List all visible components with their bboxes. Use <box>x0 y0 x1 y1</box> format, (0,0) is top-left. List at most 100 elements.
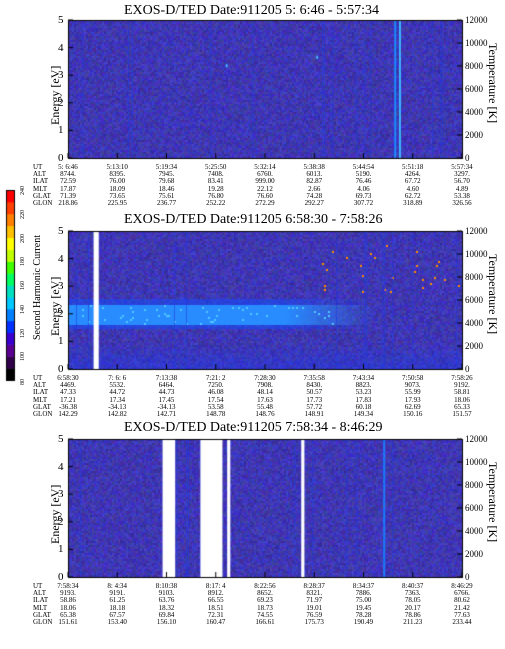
panel-title: EXOS-D/TED Date:911205 5: 6:46 - 5:57:34 <box>124 3 379 18</box>
table-cell: 142.71 <box>156 410 177 418</box>
table-cell: 67.57 <box>109 610 126 619</box>
table-cell: 318.89 <box>403 199 423 207</box>
table-cell: 156.10 <box>156 618 177 626</box>
table-cell: 190.49 <box>353 618 374 626</box>
table-cell: 17.34 <box>109 395 126 404</box>
table-cell: 74.55 <box>257 610 273 619</box>
table-cell: 76.46 <box>355 177 372 186</box>
table-cell: 55.48 <box>257 402 273 411</box>
table-cell: 18.51 <box>207 603 224 612</box>
table-cell: 82.87 <box>306 177 323 186</box>
table-cell: 7: 6: 6 <box>108 374 127 382</box>
table-cell: 17.54 <box>207 395 224 404</box>
table-cell: 79.68 <box>158 177 175 186</box>
table-cell: 142.29 <box>58 410 78 418</box>
table-cell: 7:43:34 <box>352 374 375 382</box>
table-cell: 83.41 <box>207 177 224 186</box>
table-cell: 17.87 <box>60 184 76 193</box>
table-cell: 18.46 <box>158 184 175 193</box>
right-y-tick-label: 6000 <box>465 84 483 94</box>
table-cell: 7908. <box>257 381 273 390</box>
table-cell: 55.99 <box>404 388 421 397</box>
y-tick-label: 4 <box>58 252 64 265</box>
y-tick-label: 3 <box>58 488 64 501</box>
table-cell: 7:13:38 <box>155 374 178 382</box>
y-tick-label: 1 <box>58 335 64 348</box>
right-y-tick-label: 0 <box>465 364 470 374</box>
y-axis-label: Energy [eV] <box>48 65 62 125</box>
table-cell: -36.38 <box>58 402 78 411</box>
table-cell: 17.93 <box>404 395 421 404</box>
table-cell: 2.66 <box>308 184 321 193</box>
table-cell: 5:51:18 <box>402 163 424 171</box>
table-cell: 7:21: 2 <box>205 374 226 382</box>
table-cell: 53.23 <box>355 388 372 397</box>
right-y-axis-label: Temperature [K] <box>486 43 500 124</box>
y-tick-label: 1 <box>58 543 64 556</box>
table-row-label: UT <box>33 163 43 171</box>
table-cell: 8912. <box>207 589 224 598</box>
table-cell: 75.61 <box>158 191 175 200</box>
table-cell: 56.70 <box>454 177 470 186</box>
table-cell: 151.57 <box>452 410 472 418</box>
table-cell: 5:32:14 <box>254 163 276 171</box>
table-cell: 233.44 <box>452 618 472 626</box>
table-cell: 78.28 <box>355 610 372 619</box>
table-cell: 57.72 <box>306 402 323 411</box>
table-cell: 60.18 <box>355 402 372 411</box>
table-row-label: ALT <box>33 381 46 390</box>
table-cell: 6766. <box>454 589 470 598</box>
table-cell: 53.58 <box>207 402 224 411</box>
table-row-label: GLAT <box>33 191 51 200</box>
table-cell: 65.38 <box>60 610 76 619</box>
table-cell: 18.09 <box>109 184 126 193</box>
table-cell: 272.29 <box>255 199 275 207</box>
table-cell: 9103. <box>158 589 175 598</box>
table-cell: 9073. <box>404 381 421 390</box>
colorbar-tick: 240 <box>20 186 26 195</box>
table-cell: 8:34:37 <box>352 582 375 590</box>
table-row-label: GLAT <box>33 402 51 411</box>
colorbar-tick: 180 <box>20 257 26 267</box>
table-cell: 5:25:50 <box>205 163 227 171</box>
table-cell: 326.56 <box>452 199 472 207</box>
colorbar-tick: 100 <box>20 352 26 362</box>
right-y-tick-label: 12000 <box>465 434 488 444</box>
table-cell: 7945. <box>158 170 175 179</box>
table-cell: 149.34 <box>353 410 374 418</box>
table-cell: 148.76 <box>255 410 275 418</box>
table-row-label: UT <box>33 582 43 590</box>
table-cell: 7:58:26 <box>451 374 473 382</box>
right-y-tick-label: 12000 <box>465 15 488 25</box>
table-cell: 8:40:37 <box>402 582 424 590</box>
table-cell: 8823. <box>355 381 372 390</box>
table-cell: 4469. <box>60 381 76 390</box>
table-cell: 218.86 <box>58 199 78 207</box>
table-cell: 62.72 <box>404 191 421 200</box>
right-y-tick-label: 8000 <box>465 61 483 71</box>
table-cell: 292.27 <box>304 199 324 207</box>
right-y-axis-label: Temperature [K] <box>486 254 500 335</box>
colorbar-label: Second Harmonic Current <box>32 235 43 340</box>
table-cell: 142.82 <box>107 410 127 418</box>
colorbar-tick: 220 <box>20 209 26 219</box>
table-cell: 4.06 <box>357 184 370 193</box>
table-cell: 67.72 <box>404 177 421 186</box>
table-cell: 74.28 <box>306 191 323 200</box>
table-cell: 5:57:34 <box>451 163 473 171</box>
right-y-axis-label: Temperature [K] <box>486 462 500 543</box>
table-cell: 7886. <box>355 589 372 598</box>
table-cell: 4.60 <box>406 184 419 193</box>
table-cell: 58.81 <box>454 388 470 397</box>
colorbar-tick: 160 <box>20 281 26 290</box>
table-cell: 47.33 <box>60 388 76 397</box>
table-cell: 252.22 <box>206 199 226 207</box>
table-cell: 22.12 <box>257 184 273 193</box>
table-cell: 7:58:34 <box>57 582 79 590</box>
table-cell: 18.06 <box>60 603 76 612</box>
y-tick-label: 4 <box>58 460 64 473</box>
table-cell: 8:28:37 <box>303 582 325 590</box>
table-cell: 4264. <box>404 170 421 179</box>
y-tick-label: 3 <box>58 280 64 293</box>
